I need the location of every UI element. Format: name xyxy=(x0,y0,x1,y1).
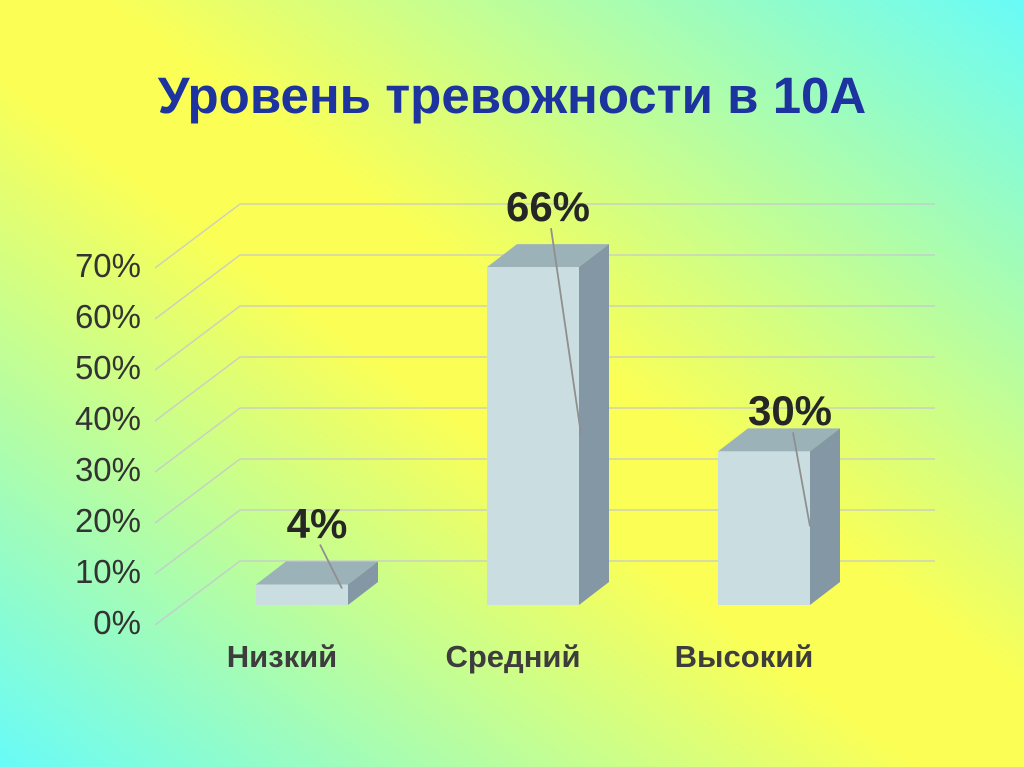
gridline xyxy=(154,407,935,473)
y-axis-tick-label: 0% xyxy=(93,604,141,641)
bar-top-low xyxy=(256,561,378,585)
gridline xyxy=(154,560,935,626)
category-label-low: Низкий xyxy=(226,639,338,674)
category-label-medium: Средний xyxy=(445,639,581,674)
y-axis-tick-label: 40% xyxy=(74,400,141,437)
bar-side-low xyxy=(348,561,378,605)
data-label-medium: 66% xyxy=(505,183,591,231)
bar-medium xyxy=(487,267,579,605)
bar-top-high xyxy=(718,428,840,452)
slide-title: Уровень тревожности в 10А xyxy=(157,67,867,124)
data-label-high: 30% xyxy=(747,387,833,435)
y-axis-tick-label: 10% xyxy=(74,553,141,590)
y-axis-tick-label: 30% xyxy=(74,451,141,488)
data-label-leader-line xyxy=(319,544,343,589)
gridline xyxy=(154,458,935,524)
bar-top-medium xyxy=(487,244,609,268)
gridline xyxy=(154,254,935,320)
data-label-leader-line xyxy=(550,227,582,435)
bar-high xyxy=(718,451,810,605)
category-label-high: Высокий xyxy=(674,639,814,674)
y-axis-tick-label: 60% xyxy=(74,298,141,335)
bar-low xyxy=(256,584,348,605)
data-label-leader-line xyxy=(792,432,811,527)
data-label-low: 4% xyxy=(286,499,348,547)
gridline xyxy=(154,509,935,575)
y-axis-tick-label: 20% xyxy=(74,502,141,539)
gridline xyxy=(154,305,935,371)
gridline xyxy=(154,356,935,422)
gridline xyxy=(154,203,935,269)
bar-side-high xyxy=(810,428,840,605)
y-axis-tick-label: 70% xyxy=(74,247,141,284)
bar-side-medium xyxy=(579,244,609,605)
y-axis-tick-label: 50% xyxy=(74,349,141,386)
